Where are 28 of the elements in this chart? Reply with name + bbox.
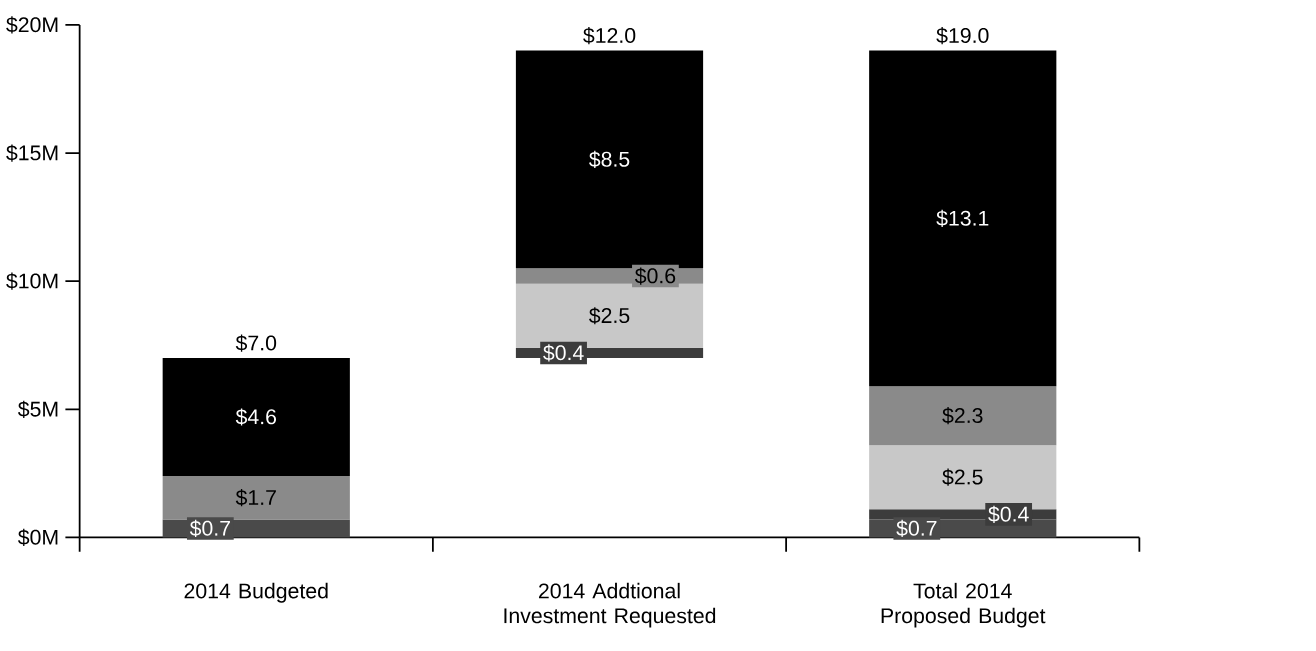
data-label: $8.5 bbox=[589, 150, 630, 168]
data-label: $1.7 bbox=[235, 488, 276, 507]
y-tick-label: $0M bbox=[17, 528, 58, 546]
y-tick-label: $5M bbox=[17, 400, 58, 418]
data-label: $4.6 bbox=[235, 408, 277, 426]
total-label: $12.0 bbox=[583, 26, 636, 45]
data-label: $0.7 bbox=[896, 519, 937, 537]
data-label: $0.6 bbox=[634, 267, 676, 285]
total-label: $19.0 bbox=[936, 26, 989, 45]
bar bbox=[162, 357, 350, 476]
total-label: $7.0 bbox=[235, 334, 277, 352]
y-tick-label: $10M bbox=[6, 272, 58, 290]
data-label: $0.4 bbox=[988, 505, 1029, 523]
bar bbox=[869, 386, 1057, 446]
bar bbox=[869, 50, 1057, 387]
bar bbox=[515, 50, 704, 269]
bar bbox=[162, 475, 350, 520]
x-tick-label: 2014 Addtional Investment Requested bbox=[504, 582, 716, 628]
y-tick-label: $20M bbox=[6, 16, 58, 34]
data-label: $0.7 bbox=[189, 519, 230, 537]
data-label: $13.1 bbox=[936, 209, 989, 227]
data-label: $0.4 bbox=[543, 344, 584, 362]
y-tick-label: $15M bbox=[6, 144, 58, 162]
x-tick-label: 2014 Budgeted bbox=[184, 582, 328, 603]
x-tick-label: Total 2014 Proposed Budget bbox=[881, 582, 1046, 628]
data-label: $2.5 bbox=[942, 468, 983, 486]
data-label: $2.3 bbox=[942, 406, 983, 425]
data-label: $2.5 bbox=[589, 307, 630, 325]
